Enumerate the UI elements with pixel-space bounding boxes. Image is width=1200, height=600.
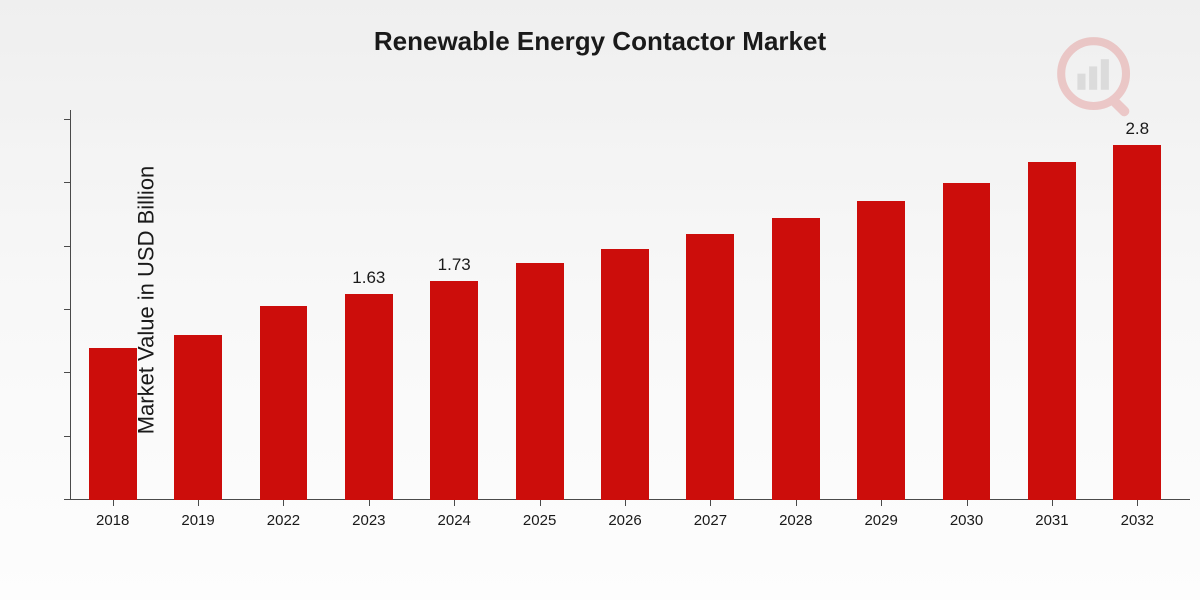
bar-rect <box>857 201 905 500</box>
x-axis-label: 2018 <box>96 512 129 529</box>
bar-rect <box>260 306 308 500</box>
bar-value-label: 1.73 <box>438 255 471 275</box>
x-axis-label: 2032 <box>1121 512 1154 529</box>
x-labels-container: 2018 2019 2022 2023 2024 2025 2026 2027 2028 2029… <box>70 510 1180 540</box>
x-axis-label: 2030 <box>950 512 983 529</box>
bar <box>1028 162 1076 500</box>
bar-rect <box>772 218 820 500</box>
bar <box>772 218 820 500</box>
bar: 1.63 <box>345 294 393 500</box>
x-tick <box>454 500 455 506</box>
bars-container: 1.63 1.73 2.8 <box>70 120 1180 500</box>
plot-area: 1.63 1.73 2.8 <box>70 120 1180 500</box>
x-tick <box>198 500 199 506</box>
x-axis-label: 2024 <box>438 512 471 529</box>
bar-value-label: 2.8 <box>1125 119 1149 139</box>
x-tick <box>1137 500 1138 506</box>
bar <box>601 249 649 500</box>
x-axis-label: 2026 <box>608 512 641 529</box>
bar-rect <box>516 263 564 500</box>
bar <box>943 183 991 500</box>
x-tick <box>625 500 626 506</box>
x-tick <box>710 500 711 506</box>
x-tick <box>967 500 968 506</box>
bar-rect <box>601 249 649 500</box>
magnifier-bars-icon <box>1054 34 1144 124</box>
x-tick <box>369 500 370 506</box>
bar <box>174 335 222 500</box>
x-axis-label: 2023 <box>352 512 385 529</box>
x-tick <box>796 500 797 506</box>
bar-rect <box>345 294 393 500</box>
bar: 1.73 <box>430 281 478 500</box>
bar-rect <box>686 234 734 500</box>
x-tick <box>113 500 114 506</box>
chart-title: Renewable Energy Contactor Market <box>0 26 1200 57</box>
x-tick <box>540 500 541 506</box>
bar-rect <box>89 348 137 500</box>
x-axis-label: 2022 <box>267 512 300 529</box>
bar <box>89 348 137 500</box>
bar <box>686 234 734 500</box>
chart-page: Renewable Energy Contactor Market Market… <box>0 0 1200 600</box>
x-axis-label: 2028 <box>779 512 812 529</box>
x-tick <box>881 500 882 506</box>
bar <box>516 263 564 500</box>
x-axis-label: 2031 <box>1035 512 1068 529</box>
bar-value-label: 1.63 <box>352 268 385 288</box>
x-axis-label: 2029 <box>864 512 897 529</box>
bar: 2.8 <box>1113 145 1161 500</box>
bar-rect <box>1113 145 1161 500</box>
x-axis-label: 2019 <box>181 512 214 529</box>
bar-rect <box>430 281 478 500</box>
x-tick <box>1052 500 1053 506</box>
bar-rect <box>174 335 222 500</box>
bar-rect <box>943 183 991 500</box>
bar <box>260 306 308 500</box>
x-axis-label: 2027 <box>694 512 727 529</box>
brand-logo-watermark <box>1054 34 1144 124</box>
x-axis-label: 2025 <box>523 512 556 529</box>
x-tick <box>283 500 284 506</box>
bar-rect <box>1028 162 1076 500</box>
bar <box>857 201 905 500</box>
